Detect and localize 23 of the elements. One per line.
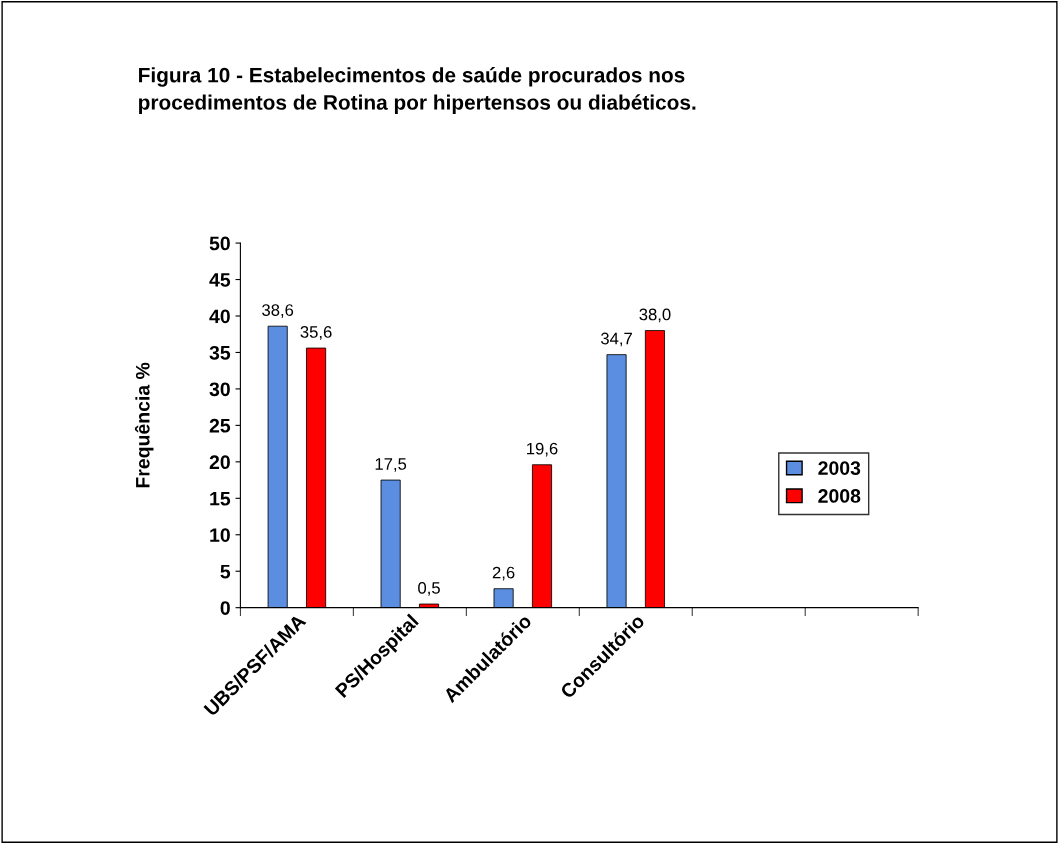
- y-tick-label: 25: [209, 418, 231, 433]
- legend-label: 2003: [818, 461, 861, 476]
- y-axis-title: Frequência %: [134, 362, 154, 488]
- data-label: 38,6: [262, 304, 294, 318]
- data-label: 38,0: [639, 308, 671, 323]
- y-tick-label: 15: [210, 491, 231, 506]
- data-label: 34,7: [600, 332, 632, 347]
- data-label: 0,5: [418, 581, 440, 596]
- y-tick-label: 35: [209, 345, 231, 360]
- data-label: 2,6: [492, 566, 515, 581]
- y-tick-label: 20: [209, 455, 230, 470]
- y-tick-label: 0: [220, 601, 230, 615]
- data-label: 17,5: [375, 458, 407, 472]
- legend-label: 2008: [818, 489, 861, 503]
- y-tick-label: 5: [220, 564, 231, 579]
- data-label: 35,6: [300, 326, 332, 340]
- chart-title: Figura 10 - Estabelecimentos de saúde procurados nos procedimentos de Rotina por hipertensos ou diabéticos.: [139, 67, 696, 114]
- data-label: 19,6: [527, 442, 558, 457]
- y-tick-label: 50: [209, 236, 230, 251]
- y-tick-label: 40: [209, 309, 230, 324]
- y-tick-label: 45: [209, 273, 231, 287]
- y-tick-label: 10: [210, 528, 230, 542]
- y-tick-label: 30: [209, 382, 230, 397]
